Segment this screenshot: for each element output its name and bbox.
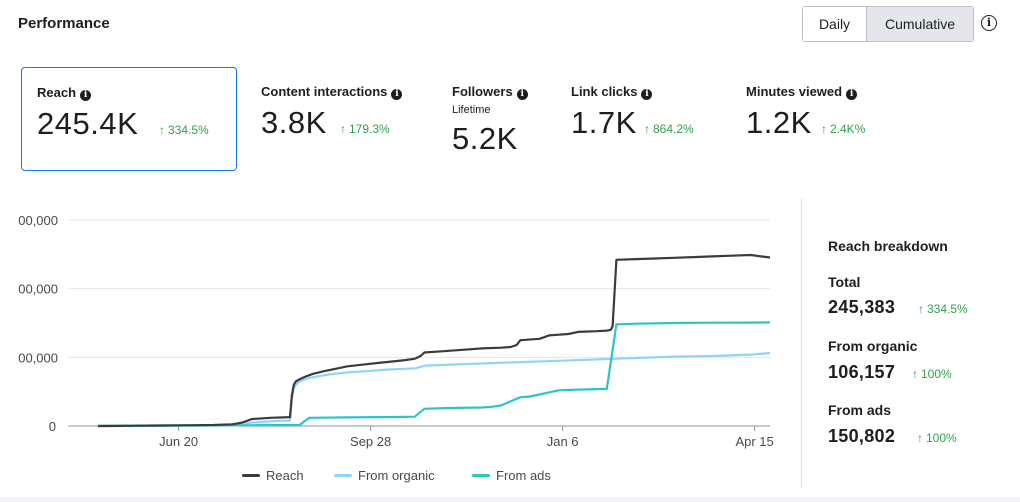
info-icon[interactable]: i bbox=[391, 89, 403, 100]
y-tick-label: 00,000 bbox=[18, 282, 58, 297]
cumulative-button[interactable]: Cumulative bbox=[867, 7, 973, 41]
metric-label: Content interactions bbox=[261, 84, 388, 99]
metric-card-link-clicks[interactable]: Link clicks i 1.7K ↑ 864.2% bbox=[558, 67, 728, 171]
breakdown-organic-value: 106,157 bbox=[828, 362, 896, 382]
legend-swatch bbox=[472, 474, 490, 477]
breakdown-organic-change: ↑ 100% bbox=[912, 367, 952, 381]
metric-value: 5.2K bbox=[452, 121, 518, 156]
series-line-from-ads bbox=[97, 321, 771, 428]
x-tick-label: Jun 20 bbox=[159, 434, 198, 449]
bottom-divider bbox=[0, 497, 1020, 502]
arrow-up-icon: ↑ bbox=[159, 123, 165, 137]
legend-swatch bbox=[334, 474, 352, 477]
x-tick-label: Jan 6 bbox=[547, 434, 579, 449]
x-tick-label: Apr 15 bbox=[735, 434, 773, 449]
y-tick-label: 0 bbox=[49, 419, 56, 434]
breakdown-total-label: Total bbox=[828, 274, 861, 290]
info-icon[interactable]: i bbox=[516, 89, 528, 100]
breakdown-title: Reach breakdown bbox=[828, 238, 948, 254]
legend-swatch bbox=[242, 474, 260, 477]
series-line-reach bbox=[97, 253, 771, 428]
metric-label: Reach bbox=[37, 85, 77, 100]
breakdown-ads-label: From ads bbox=[828, 402, 892, 418]
info-circle-icon[interactable]: i bbox=[981, 15, 997, 31]
legend-label: From ads bbox=[496, 468, 551, 483]
reach-chart: 0 00,000 00,000 00,000 Jun 20 Sep 28 Jan 6 Apr … bbox=[18, 213, 774, 449]
view-toggle: Daily Cumulative bbox=[802, 6, 974, 42]
legend-item-reach[interactable]: Reach bbox=[242, 468, 304, 483]
legend-label: From organic bbox=[358, 468, 435, 483]
arrow-up-icon: ↑ bbox=[644, 122, 650, 136]
divider bbox=[801, 198, 802, 488]
metric-label: Followers bbox=[452, 84, 513, 99]
metric-card-reach[interactable]: Reach i 245.4K ↑ 334.5% bbox=[21, 67, 237, 171]
y-tick-label: 00,000 bbox=[18, 350, 58, 365]
breakdown-organic-label: From organic bbox=[828, 338, 918, 354]
metric-label: Minutes viewed bbox=[746, 84, 843, 99]
metric-change: ↑ 334.5% bbox=[159, 123, 209, 137]
legend-item-organic[interactable]: From organic bbox=[334, 468, 435, 483]
series-line-from-organic bbox=[97, 352, 771, 428]
metric-label: Link clicks bbox=[571, 84, 638, 99]
metric-value: 1.2K bbox=[746, 105, 812, 140]
daily-button[interactable]: Daily bbox=[803, 7, 867, 41]
info-icon[interactable]: i bbox=[80, 90, 92, 101]
info-icon[interactable]: i bbox=[846, 89, 858, 100]
metric-sublabel: Lifetime bbox=[452, 104, 491, 116]
arrow-up-icon: ↑ bbox=[340, 122, 346, 136]
breakdown-ads-change: ↑ 100% bbox=[917, 431, 957, 445]
arrow-up-icon: ↑ bbox=[917, 431, 923, 445]
metric-card-followers[interactable]: Followers i Lifetime 5.2K bbox=[440, 67, 550, 171]
arrow-up-icon: ↑ bbox=[918, 302, 924, 316]
metric-card-minutes-viewed[interactable]: Minutes viewed i 1.2K ↑ 2.4K% bbox=[733, 67, 913, 171]
arrow-up-icon: ↑ bbox=[821, 122, 827, 136]
info-icon[interactable]: i bbox=[641, 89, 653, 100]
metric-value: 1.7K bbox=[571, 105, 637, 140]
metric-value: 245.4K bbox=[37, 106, 139, 141]
legend-label: Reach bbox=[266, 468, 304, 483]
legend-item-ads[interactable]: From ads bbox=[472, 468, 551, 483]
arrow-up-icon: ↑ bbox=[912, 367, 918, 381]
page-title: Performance bbox=[18, 15, 110, 32]
x-tick-label: Sep 28 bbox=[350, 434, 391, 449]
metric-value: 3.8K bbox=[261, 105, 327, 140]
breakdown-total-value: 245,383 bbox=[828, 297, 896, 317]
breakdown-ads-value: 150,802 bbox=[828, 426, 896, 446]
metric-change: ↑ 2.4K% bbox=[821, 122, 866, 136]
y-tick-label: 00,000 bbox=[18, 213, 58, 228]
breakdown-total-change: ↑ 334.5% bbox=[918, 302, 968, 316]
metric-change: ↑ 179.3% bbox=[340, 122, 390, 136]
metric-card-content-interactions[interactable]: Content interactions i 3.8K ↑ 179.3% bbox=[245, 67, 435, 171]
metric-change: ↑ 864.2% bbox=[644, 122, 694, 136]
